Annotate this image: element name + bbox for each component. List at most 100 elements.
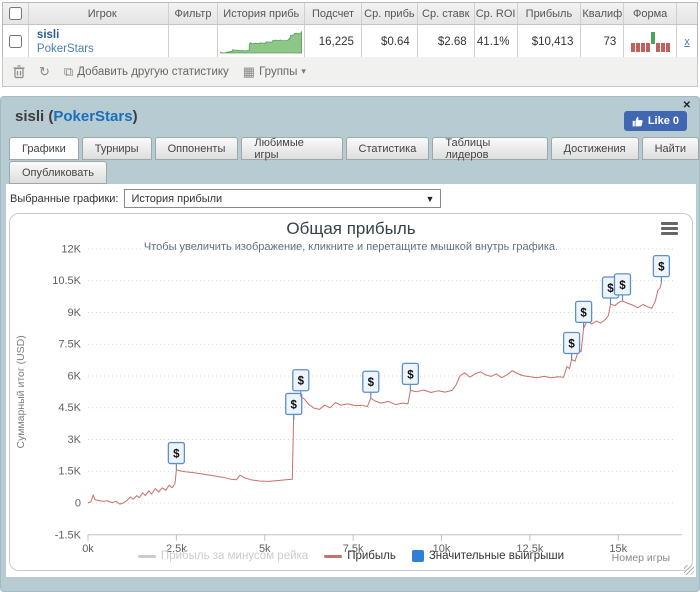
groups-icon: ▦ xyxy=(242,64,256,79)
tab-achievements[interactable]: Достижения xyxy=(550,137,639,160)
svg-text:0k: 0k xyxy=(82,543,94,555)
panel-title-site: PokerStars xyxy=(53,108,133,125)
tabs-row-1: Графики Турниры Оппоненты Любимые игры С… xyxy=(9,137,699,161)
panel-title: sisli (PokerStars) xyxy=(15,108,138,125)
col-avg-roi[interactable]: Ср. ROI xyxy=(474,3,518,25)
svg-text:$: $ xyxy=(619,280,626,292)
svg-text:2.5k: 2.5k xyxy=(166,543,187,555)
col-avg-stake[interactable]: Ср. ставк xyxy=(417,3,475,25)
svg-text:10k: 10k xyxy=(433,543,451,555)
caret-down-icon: ▾ xyxy=(301,66,306,76)
col-avg-profit[interactable]: Ср. прибь xyxy=(361,3,418,25)
tab-opponents[interactable]: Оппоненты xyxy=(154,137,239,160)
stats-table: Игрок Фильтр История прибь Подсчет Ср. п… xyxy=(2,2,698,59)
filter-cell xyxy=(169,25,219,58)
table-row: sisli PokerStars 16,225 $0.64 $2.68 41.1… xyxy=(3,25,697,58)
like-label: Like 0 xyxy=(647,115,679,127)
chart-select[interactable]: История прибыли ▼ xyxy=(124,189,442,208)
tab-graphs[interactable]: Графики xyxy=(9,137,79,160)
svg-text:5k: 5k xyxy=(259,543,271,555)
profit-sparkline xyxy=(220,31,303,54)
svg-text:7.5K: 7.5K xyxy=(58,339,81,351)
legend-item-profit-minus-rake[interactable]: Прибыль за минусом рейка xyxy=(137,550,308,562)
avg-roi-cell: 41.1% xyxy=(475,25,518,58)
chart-plot-area[interactable]: -1.5K 0 1.5K 3K 4.5K 6K 7.5K 9K 10.5K 12K 0k 2.5k 5k… xyxy=(10,214,692,570)
refresh-button[interactable]: ↻ xyxy=(39,65,50,78)
select-all-checkbox[interactable] xyxy=(8,7,22,20)
tab-statistics[interactable]: Статистика xyxy=(345,137,430,160)
player-cell: sisli PokerStars xyxy=(29,25,169,58)
groups-button[interactable]: ▦ Группы ▾ xyxy=(243,65,306,78)
svg-text:1.5K: 1.5K xyxy=(58,466,81,478)
form-bars xyxy=(630,31,670,53)
svg-text:-1.5K: -1.5K xyxy=(55,529,82,541)
profit-chart: Общая прибыль Чтобы увеличить изображени… xyxy=(9,213,693,571)
col-profit-history[interactable]: История прибь xyxy=(218,3,306,25)
table-header-row: Игрок Фильтр История прибь Подсчет Ср. п… xyxy=(3,3,697,25)
trash-icon xyxy=(13,64,25,78)
player-name-link[interactable]: sisli xyxy=(36,28,60,41)
chart-title: Общая прибыль xyxy=(286,219,416,238)
col-extra xyxy=(677,3,697,25)
svg-text:10.5K: 10.5K xyxy=(52,275,81,287)
svg-text:6K: 6K xyxy=(68,370,82,382)
svg-text:$: $ xyxy=(173,449,180,461)
col-player[interactable]: Игрок xyxy=(28,3,169,25)
player-panel: sisli (PokerStars) ✕ Like 0 Графики Турн… xyxy=(0,96,700,592)
resize-handle[interactable] xyxy=(684,565,694,575)
avg-profit-cell: $0.64 xyxy=(362,25,418,58)
close-icon[interactable]: ✕ xyxy=(682,100,691,111)
legend-swatch-red xyxy=(324,554,343,558)
svg-text:$: $ xyxy=(298,376,305,388)
svg-text:4.5K: 4.5K xyxy=(58,402,81,414)
svg-text:12.5k: 12.5k xyxy=(516,543,543,555)
player-site-link[interactable]: PokerStars xyxy=(36,42,94,55)
add-statistic-button[interactable]: ⧉ Добавить другую статистику xyxy=(64,65,229,78)
count-cell: 16,225 xyxy=(305,25,362,58)
svg-text:Суммарный итог (USD): Суммарный итог (USD) xyxy=(15,335,27,448)
add-statistic-label: Добавить другую статистику xyxy=(77,65,229,78)
svg-text:$: $ xyxy=(368,377,375,389)
delete-button[interactable] xyxy=(13,64,25,79)
tab-favorite-games[interactable]: Любимые игры xyxy=(241,137,343,161)
tab-find[interactable]: Найти xyxy=(641,137,699,160)
svg-text:0: 0 xyxy=(75,498,81,510)
col-filter[interactable]: Фильтр xyxy=(168,3,219,25)
svg-text:15k: 15k xyxy=(609,543,627,555)
svg-text:$: $ xyxy=(658,262,665,274)
thumbs-up-icon xyxy=(632,116,643,126)
chart-select-value: История прибыли xyxy=(131,192,223,205)
col-form[interactable]: Форма xyxy=(624,3,678,25)
chart-menu-icon[interactable] xyxy=(661,222,678,237)
chart-subtitle: Чтобы увеличить изображение, кликните и … xyxy=(143,241,559,253)
profit-cell: $10,413 xyxy=(518,25,582,58)
chart-select-row: Выбранные графики: История прибыли ▼ xyxy=(10,189,442,208)
remove-cell: x xyxy=(677,25,697,58)
legend-item-significant-wins[interactable]: Значительные выигрыши xyxy=(411,550,564,562)
refresh-icon: ↻ xyxy=(39,64,50,79)
facebook-like-button[interactable]: Like 0 xyxy=(623,111,687,131)
svg-text:$: $ xyxy=(407,369,414,381)
legend-swatch-blue xyxy=(411,550,424,562)
profit-history-sparkline-cell xyxy=(218,25,306,58)
remove-row-link[interactable]: x xyxy=(684,35,690,48)
chart-select-label: Выбранные графики: xyxy=(10,192,119,205)
svg-text:3K: 3K xyxy=(68,434,82,446)
col-qualify[interactable]: Квалиф xyxy=(581,3,625,25)
tab-leaderboards[interactable]: Таблицы лидеров xyxy=(432,137,548,161)
groups-label: Группы xyxy=(259,65,298,78)
x-axis-title: Номер игры xyxy=(611,552,670,564)
qualify-cell: 73 xyxy=(581,25,625,58)
panel-content: Выбранные графики: История прибыли ▼ Общ… xyxy=(6,184,696,577)
tab-tournaments[interactable]: Турниры xyxy=(81,137,152,160)
row-checkbox[interactable] xyxy=(8,35,22,48)
svg-text:$: $ xyxy=(568,338,575,350)
legend-item-profit[interactable]: Прибыль xyxy=(324,550,396,562)
svg-text:7.5k: 7.5k xyxy=(343,543,364,555)
svg-text:9K: 9K xyxy=(68,307,82,319)
col-profit[interactable]: Прибыль xyxy=(517,3,582,25)
add-statistic-icon: ⧉ xyxy=(63,64,74,79)
tab-publish[interactable]: Опубликовать xyxy=(9,161,107,184)
col-count[interactable]: Подсчет xyxy=(305,3,362,25)
